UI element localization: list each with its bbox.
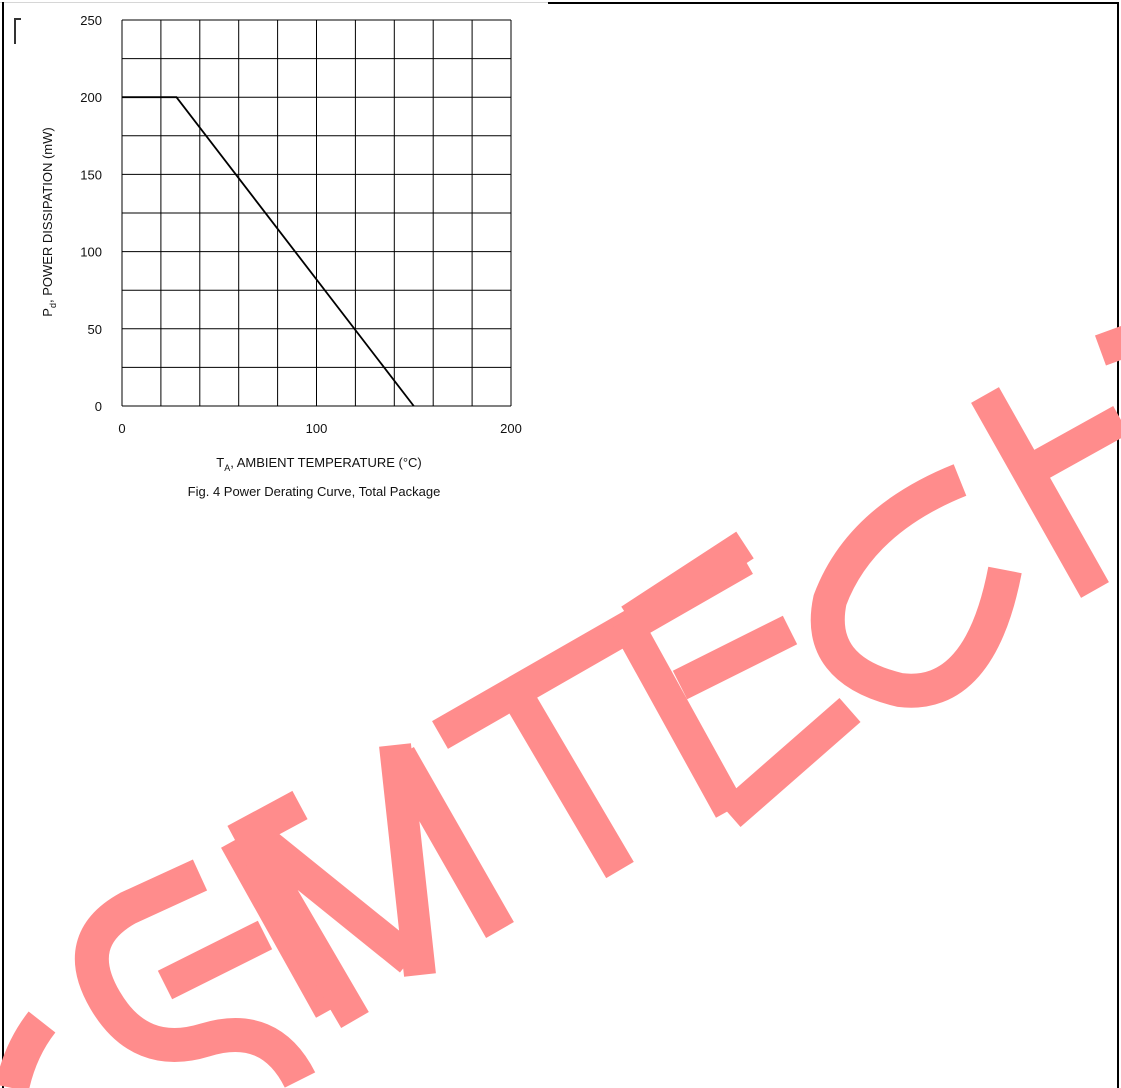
page-border-top (548, 2, 1119, 4)
y-tick-label-2: 100 (80, 245, 102, 260)
x-axis-label: TA, AMBIENT TEMPERATURE (°C) (216, 455, 422, 473)
y-tick-label-1: 50 (88, 322, 102, 337)
watermark-letter-t (432, 546, 753, 879)
watermark-letter-h (971, 325, 1121, 598)
watermark-letter-s (74, 859, 316, 1088)
watermark-letter-s-top (0, 1011, 56, 1088)
x-tick-label-0: 0 (118, 421, 125, 436)
x-tick-label-2: 200 (500, 421, 522, 436)
x-tick-label-1: 100 (306, 421, 328, 436)
y-tick-label-5: 250 (80, 13, 102, 28)
chart-tick-labels: 0 50 100 150 200 250 0 100 200 (80, 13, 522, 436)
watermark-letter-m (236, 743, 514, 1029)
watermark-letter-c (810, 464, 1022, 708)
series-line-0 (122, 96, 415, 407)
y-tick-label-0: 0 (95, 399, 102, 414)
page-border-right (1117, 2, 1119, 1088)
y-tick-label-4: 200 (80, 90, 102, 105)
watermark-letter-e2 (610, 531, 861, 828)
y-tick-label-3: 150 (80, 167, 102, 182)
figure-caption: Fig. 4 Power Derating Curve, Total Packa… (188, 484, 441, 499)
y-axis-label: Pd, POWER DISSIPATION (mW) (40, 127, 58, 316)
chart-series (122, 96, 415, 407)
page-border-top-light (0, 2, 548, 3)
semtech-watermark (0, 325, 1121, 1088)
chart-grid (121, 19, 512, 407)
corner-bracket-mark (14, 18, 21, 44)
page-border-left (2, 2, 4, 1088)
